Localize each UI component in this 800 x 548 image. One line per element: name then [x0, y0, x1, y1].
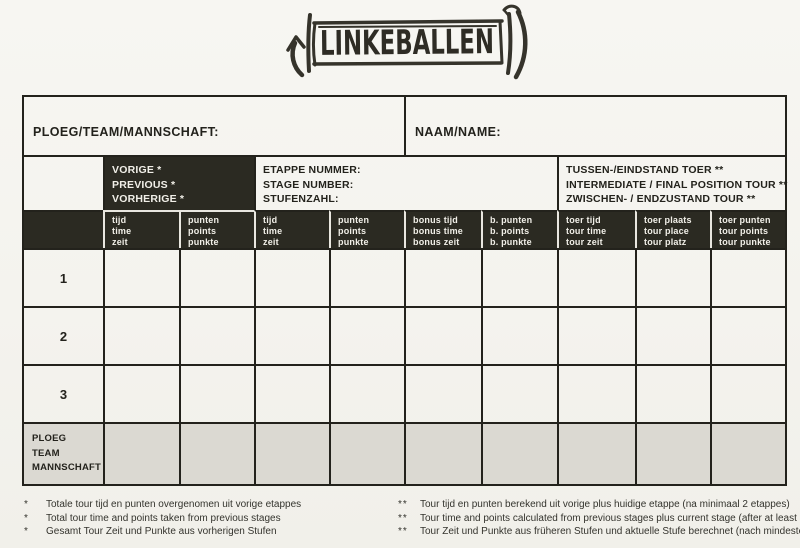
logo-box	[312, 19, 504, 67]
footnote-text: Total tour time and points taken from pr…	[46, 512, 281, 524]
score-cell[interactable]	[557, 248, 635, 306]
logo-sketch: LINKEBALLEN	[286, 4, 528, 80]
column-header-time: tijd time zeit	[254, 210, 329, 248]
total-cell[interactable]	[329, 422, 404, 484]
group-header-previous: VORIGE * PREVIOUS * VORHERIGE *	[103, 155, 254, 210]
score-cell[interactable]	[179, 306, 254, 364]
score-cell[interactable]	[635, 306, 710, 364]
score-cell[interactable]	[635, 364, 710, 422]
curved-swoosh-icon	[502, 4, 528, 80]
footnote-marker: **	[398, 526, 408, 537]
score-cell[interactable]	[179, 364, 254, 422]
logo: LINKEBALLEN	[278, 2, 530, 86]
footnote-text: Tour tijd en punten berekend uit vorige …	[420, 499, 790, 510]
score-cell[interactable]	[481, 364, 557, 422]
score-cell[interactable]	[481, 248, 557, 306]
column-header-tour-points: toer punten tour points tour punkte	[710, 210, 785, 248]
score-cell[interactable]	[404, 364, 481, 422]
score-cell[interactable]	[329, 306, 404, 364]
column-header-prev-time: tijd time zeit	[103, 210, 179, 248]
footnotes-left: * Totale tour tijd en punten overgenomen…	[24, 498, 398, 539]
footnote-marker: **	[398, 499, 408, 510]
footnotes-right: ** Tour tijd en punten berekend uit vori…	[398, 498, 800, 539]
score-cell[interactable]	[329, 248, 404, 306]
score-cell[interactable]	[404, 248, 481, 306]
score-cell[interactable]	[710, 248, 785, 306]
curved-arrow-up-icon	[286, 35, 306, 78]
footnote-line: ** Tour time and points calculated from …	[398, 512, 800, 526]
footnote-text: Gesamt Tour Zeit und Punkte aus vorherig…	[46, 526, 277, 537]
footnote-line: ** Tour tijd en punten berekend uit vori…	[398, 498, 800, 512]
footnote-line: * Totale tour tijd en punten overgenomen…	[24, 498, 398, 512]
group-header-tour-position: TUSSEN-/EINDSTAND TOER ** INTERMEDIATE /…	[557, 155, 787, 210]
group-header-spacer	[24, 155, 103, 210]
column-header-bonus-points: b. punten b. points b. punkte	[481, 210, 557, 248]
group-header-stage-number[interactable]: ETAPPE NUMMER: STAGE NUMBER: STUFENZAHL:	[254, 155, 557, 210]
score-cell[interactable]	[254, 306, 329, 364]
score-cell[interactable]	[103, 306, 179, 364]
footnote-marker: **	[398, 512, 408, 524]
footnotes: * Totale tour tijd en punten overgenomen…	[24, 498, 800, 539]
score-cell[interactable]	[557, 364, 635, 422]
total-cell[interactable]	[103, 422, 179, 484]
score-cell[interactable]	[635, 248, 710, 306]
column-header-prev-points: punten points punkte	[179, 210, 254, 248]
total-cell[interactable]	[404, 422, 481, 484]
column-header-tour-time: toer tijd tour time tour zeit	[557, 210, 635, 248]
row-label: 1	[24, 248, 103, 306]
footnote-marker: *	[24, 512, 29, 524]
footnote-text: Tour Zeit und Punkte aus früheren Stufen…	[420, 526, 800, 537]
total-cell[interactable]	[254, 422, 329, 484]
score-cell[interactable]	[179, 248, 254, 306]
score-cell[interactable]	[103, 364, 179, 422]
footnote-text: Totale tour tijd en punten overgenomen u…	[46, 499, 302, 510]
row-label: 2	[24, 306, 103, 364]
score-cell[interactable]	[254, 248, 329, 306]
footnote-line: * Gesamt Tour Zeit und Punkte aus vorher…	[24, 525, 398, 539]
team-field[interactable]: PLOEG/TEAM/MANNSCHAFT:	[24, 97, 404, 155]
column-header-spacer	[24, 210, 103, 248]
footnote-line: * Total tour time and points taken from …	[24, 512, 398, 526]
total-cell[interactable]	[710, 422, 785, 484]
score-cell[interactable]	[557, 306, 635, 364]
column-header-points: punten points punkte	[329, 210, 404, 248]
score-cell[interactable]	[404, 306, 481, 364]
score-cell[interactable]	[481, 306, 557, 364]
footnote-text: Tour time and points calculated from pre…	[420, 512, 800, 524]
footnote-line: ** Tour Zeit und Punkte aus früheren Stu…	[398, 525, 800, 539]
team-label: PLOEG/TEAM/MANNSCHAFT:	[33, 125, 219, 139]
column-header-bonus-time: bonus tijd bonus time bonus zeit	[404, 210, 481, 248]
logo-title: LINKEBALLEN	[320, 22, 494, 64]
footnote-marker: *	[24, 526, 29, 537]
total-cell[interactable]	[179, 422, 254, 484]
total-row-label: PLOEG TEAM MANNSCHAFT	[24, 422, 103, 484]
score-table: PLOEG/TEAM/MANNSCHAFT: NAAM/NAME: VORIGE…	[22, 95, 787, 486]
score-cell[interactable]	[710, 364, 785, 422]
score-cell[interactable]	[329, 364, 404, 422]
total-cell[interactable]	[481, 422, 557, 484]
score-cell[interactable]	[710, 306, 785, 364]
score-cell[interactable]	[103, 248, 179, 306]
row-label: 3	[24, 364, 103, 422]
name-field[interactable]: NAAM/NAME:	[404, 97, 785, 155]
total-cell[interactable]	[557, 422, 635, 484]
footnote-marker: *	[24, 499, 29, 510]
name-label: NAAM/NAME:	[415, 125, 501, 139]
column-header-tour-place: toer plaats tour place tour platz	[635, 210, 710, 248]
total-cell[interactable]	[635, 422, 710, 484]
logo-left-bar	[306, 13, 312, 73]
score-cell[interactable]	[254, 364, 329, 422]
